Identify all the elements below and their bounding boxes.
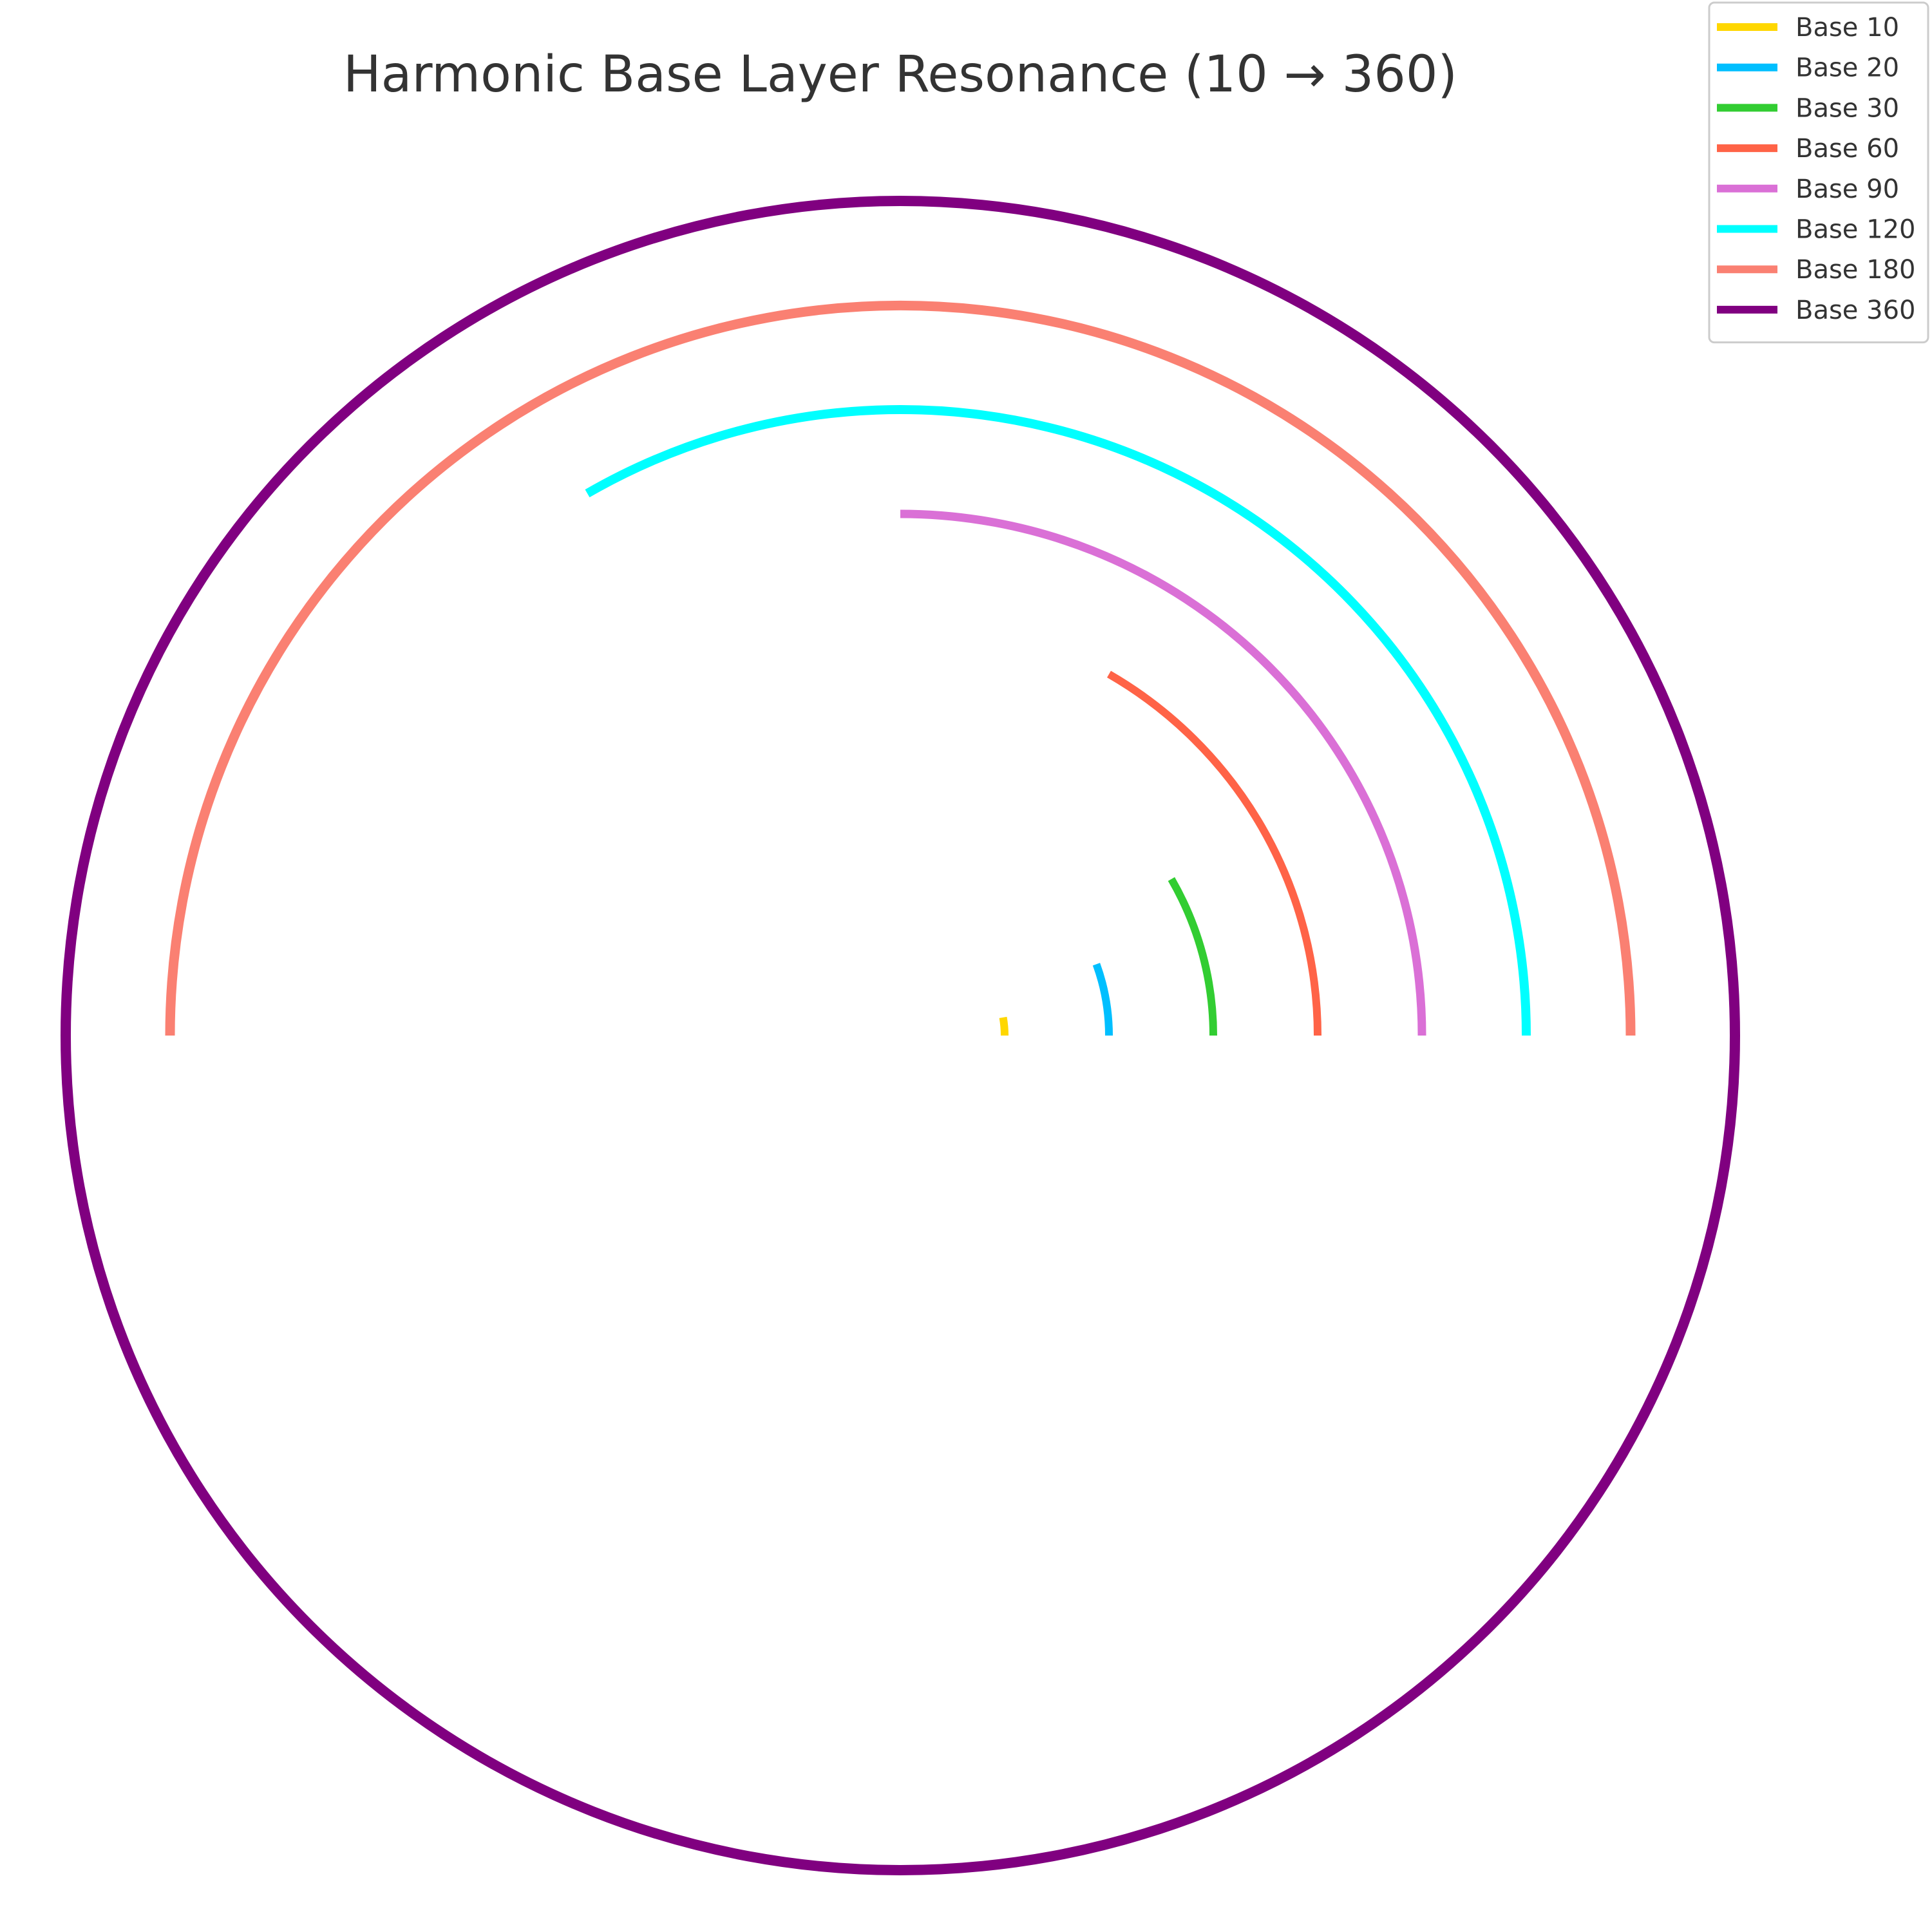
legend-label-base-60: Base 60 xyxy=(1795,134,1899,164)
arc-base-30 xyxy=(1168,877,1217,1036)
arc-base-20 xyxy=(1092,963,1113,1036)
legend-label-base-360: Base 360 xyxy=(1795,296,1915,325)
chart-title: Harmonic Base Layer Resonance (10 → 360) xyxy=(343,46,1457,104)
legend-label-base-20: Base 20 xyxy=(1795,53,1899,83)
arc-base-60 xyxy=(1106,670,1321,1036)
legend-label-base-90: Base 90 xyxy=(1795,175,1899,204)
legend: Base 10 Base 20 Base 30 Base 60 Base 90 Base … xyxy=(1708,1,1929,344)
legend-frame xyxy=(1708,1,1929,344)
arc-base-180 xyxy=(165,300,1636,1036)
arc-base-120 xyxy=(585,405,1531,1036)
arc-series-group xyxy=(61,196,1740,1875)
arc-base-360 xyxy=(61,196,1740,1875)
arc-base-90 xyxy=(900,509,1426,1036)
legend-label-base-10: Base 10 xyxy=(1795,13,1899,43)
legend-label-base-180: Base 180 xyxy=(1795,255,1915,285)
arc-base-10 xyxy=(999,1016,1009,1036)
legend-label-base-120: Base 120 xyxy=(1795,215,1915,245)
legend-label-base-30: Base 30 xyxy=(1795,93,1899,123)
